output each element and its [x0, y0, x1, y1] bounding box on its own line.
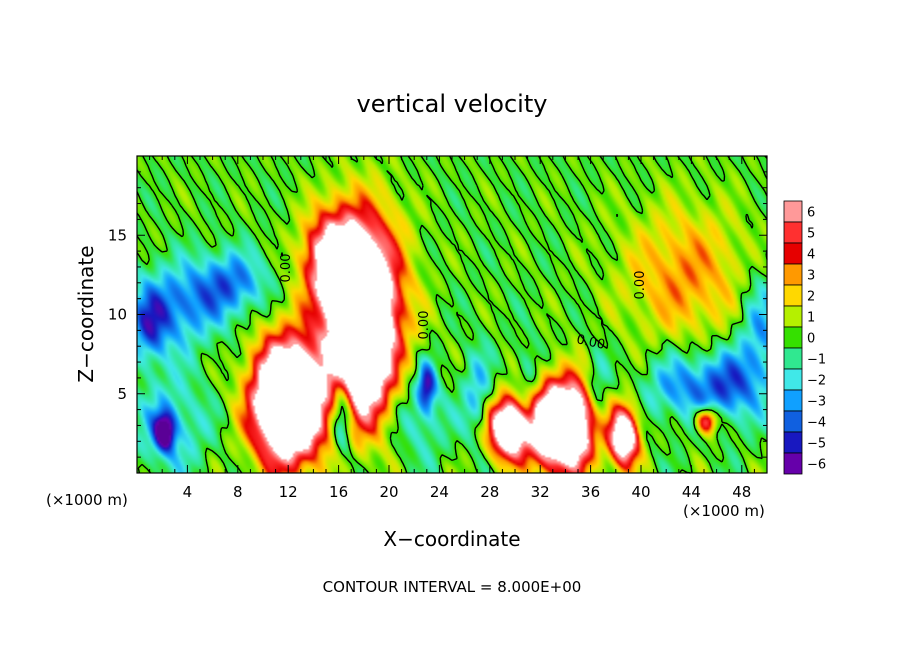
colorbar-label: 3 — [807, 269, 815, 284]
colorbar-swatch — [783, 221, 803, 244]
y-tick-label: 10 — [108, 306, 127, 324]
contour-labels: 0.00 0.00 0.00 0.00 — [279, 254, 648, 353]
colorbar-label: −2 — [807, 374, 826, 389]
x-tick-label: 12 — [279, 483, 298, 501]
y-tick-label: 15 — [108, 226, 127, 244]
contour-zero-line — [136, 155, 768, 474]
colorbar-label: 1 — [807, 311, 815, 326]
contour-lines — [136, 155, 768, 474]
contour-label: 0.00 — [633, 271, 648, 300]
y-axis-ticks: 5 10 15 — [108, 171, 767, 458]
x-axis-ticks: 4 8 12 16 20 24 28 32 36 40 44 48 — [149, 156, 755, 501]
colorbar-label: −5 — [807, 437, 826, 452]
colorbar-swatch — [783, 263, 803, 286]
colorbar-label: −1 — [807, 353, 826, 368]
chart-title: vertical velocity — [357, 90, 548, 118]
x-tick-label: 4 — [183, 483, 193, 501]
contour-label: 0.00 — [279, 254, 294, 283]
colorbar-swatch — [783, 305, 803, 328]
colorbar-label: 5 — [807, 227, 815, 242]
x-tick-label: 8 — [233, 483, 243, 501]
plot-area: 0.000.000.000.00 4 8 12 16 20 24 28 32 36 40 44 48 … — [108, 155, 768, 501]
colorbar-label: 2 — [807, 290, 815, 305]
colorbar-label: 4 — [807, 248, 815, 263]
colorbar-label: −6 — [807, 458, 826, 473]
contour-interval-note: CONTOUR INTERVAL = 8.000E+00 — [323, 578, 582, 596]
colorbar-swatch — [783, 347, 803, 370]
x-tick-label: 40 — [631, 483, 650, 501]
y-tick-label: 5 — [117, 385, 127, 403]
x-unit-label-right: (×1000 m) — [683, 502, 765, 520]
colorbar-swatch — [783, 389, 803, 412]
x-axis-label: X−coordinate — [383, 527, 520, 551]
x-tick-label: 16 — [329, 483, 348, 501]
colorbar-label: −3 — [807, 395, 826, 410]
x-tick-label: 24 — [430, 483, 449, 501]
contour-label: 0.00 — [417, 311, 432, 340]
x-tick-label: 44 — [682, 483, 701, 501]
x-tick-label: 32 — [531, 483, 550, 501]
colorbar-swatch — [783, 368, 803, 391]
x-tick-label: 48 — [732, 483, 751, 501]
colorbar-swatch — [783, 284, 803, 307]
colorbar-swatch — [783, 452, 803, 475]
x-tick-label: 20 — [379, 483, 398, 501]
x-tick-label: 28 — [480, 483, 499, 501]
colorbar-swatch — [783, 431, 803, 454]
colorbar-swatch — [783, 326, 803, 349]
x-unit-label-left: (×1000 m) — [46, 491, 128, 509]
contour-label: 0.00 — [575, 332, 606, 353]
y-axis-label: Z−coordinate — [74, 245, 98, 382]
colorbar-label: −4 — [807, 416, 826, 431]
heatmap-field — [137, 156, 767, 473]
x-tick-label: 36 — [581, 483, 600, 501]
colorbar: 6 5 4 3 2 1 0 −1 −2 −3 −4 −5 −6 — [783, 200, 826, 475]
colorbar-swatch — [783, 410, 803, 433]
colorbar-label: 0 — [807, 332, 815, 347]
colorbar-label: 6 — [807, 206, 815, 221]
colorbar-swatch — [783, 242, 803, 265]
colorbar-swatch — [783, 200, 803, 223]
